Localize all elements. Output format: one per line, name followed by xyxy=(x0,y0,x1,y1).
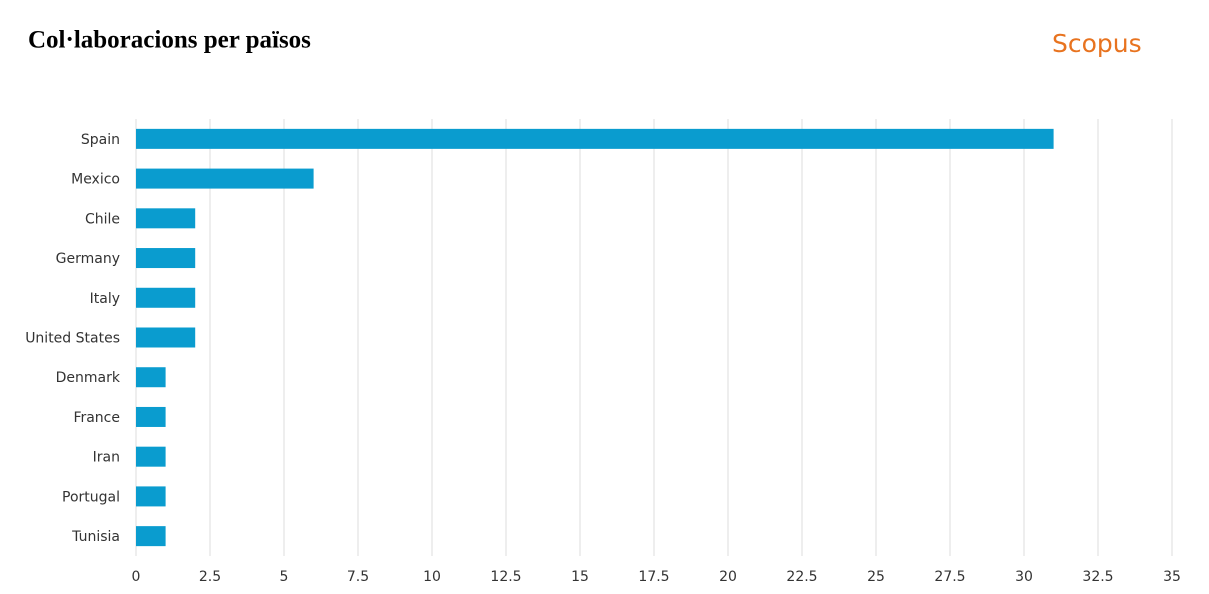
logo: Scopus xyxy=(1052,29,1142,58)
x-tick-label: 20 xyxy=(719,569,737,585)
y-tick-label: Portugal xyxy=(62,489,120,505)
x-tick-label: 30 xyxy=(1015,569,1033,585)
x-tick-label: 35 xyxy=(1163,569,1181,585)
y-tick-label: Iran xyxy=(93,450,120,466)
bar xyxy=(136,486,166,507)
x-tick-label: 10 xyxy=(423,569,441,585)
x-tick-label: 15 xyxy=(571,569,589,585)
chart-title: Col·laboracions per països xyxy=(28,27,311,54)
x-tick-label: 7.5 xyxy=(347,569,369,585)
y-tick-label: United States xyxy=(25,331,120,347)
x-tick-label: 32.5 xyxy=(1082,569,1113,585)
y-tick-label: Spain xyxy=(81,132,120,148)
x-tick-label: 12.5 xyxy=(490,569,521,585)
y-tick-label: Tunisia xyxy=(71,529,120,545)
x-tick-label: 0 xyxy=(132,569,141,585)
y-tick-label: Germany xyxy=(56,251,120,267)
y-tick-label: Chile xyxy=(85,211,120,227)
y-tick-label: Mexico xyxy=(71,172,120,188)
bar xyxy=(136,208,196,229)
bar xyxy=(136,287,196,308)
x-tick-label: 17.5 xyxy=(638,569,669,585)
bar xyxy=(136,446,166,467)
bar xyxy=(136,168,314,189)
bar xyxy=(136,327,196,348)
x-tick-label: 27.5 xyxy=(934,569,965,585)
y-tick-label: France xyxy=(73,410,120,426)
bar xyxy=(136,406,166,427)
bar xyxy=(136,128,1054,149)
y-tick-label: Denmark xyxy=(56,370,121,386)
y-tick-label: Italy xyxy=(90,291,120,307)
x-tick-label: 25 xyxy=(867,569,885,585)
bar xyxy=(136,248,196,269)
x-tick-label: 2.5 xyxy=(199,569,221,585)
x-tick-label: 22.5 xyxy=(786,569,817,585)
x-tick-label: 5 xyxy=(280,569,289,585)
bar xyxy=(136,367,166,388)
bar xyxy=(136,526,166,547)
